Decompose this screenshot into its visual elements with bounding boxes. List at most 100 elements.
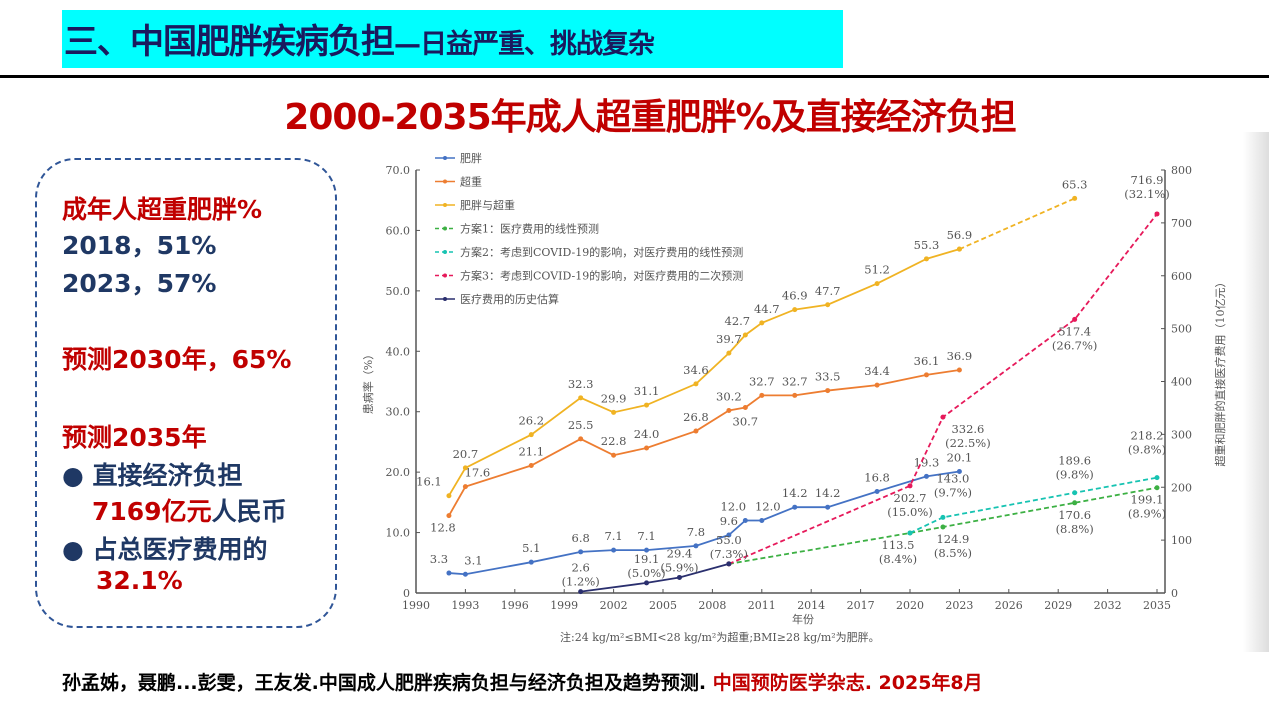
data-point bbox=[923, 256, 929, 262]
x-tick-label: 2002 bbox=[600, 599, 628, 612]
data-label: 29.9 bbox=[601, 391, 627, 405]
y-tick-label: 60.0 bbox=[386, 224, 411, 237]
data-point bbox=[528, 462, 534, 468]
data-point bbox=[446, 570, 452, 576]
y2-tick-label: 800 bbox=[1171, 164, 1192, 177]
burden-value: 7169亿元 bbox=[92, 497, 212, 526]
burden-unit: 人民币 bbox=[211, 497, 287, 526]
data-label: 21.1 bbox=[518, 444, 544, 458]
y-tick-label: 10.0 bbox=[386, 527, 411, 540]
data-label: 17.6 bbox=[465, 466, 491, 480]
x-tick-label: 2020 bbox=[896, 599, 924, 612]
data-point bbox=[940, 414, 946, 420]
summary-box bbox=[35, 158, 337, 628]
data-label: 36.1 bbox=[914, 354, 940, 368]
data-label: 113.5 (8.4%) bbox=[879, 538, 917, 566]
data-point bbox=[825, 302, 831, 308]
x-axis-title: 年份 bbox=[792, 612, 814, 626]
data-label: 19.3 bbox=[914, 455, 940, 469]
data-point bbox=[644, 547, 650, 553]
y2-tick-label: 100 bbox=[1171, 534, 1192, 547]
slide-title: 2000-2035年成人超重肥胖%及直接经济负担 bbox=[284, 97, 1016, 138]
data-label: 31.1 bbox=[634, 384, 660, 398]
x-tick-label: 2032 bbox=[1094, 599, 1122, 612]
data-point bbox=[528, 432, 534, 438]
y-tick-label: 0 bbox=[403, 587, 410, 600]
data-point bbox=[462, 465, 468, 471]
citation-journal: 中国预防医学杂志. 2025年8月 bbox=[712, 672, 983, 694]
data-label: 42.7 bbox=[725, 314, 751, 328]
y2-tick-label: 400 bbox=[1171, 376, 1192, 389]
bullet-icon: ● bbox=[62, 535, 84, 564]
bullet-share: ● 占总医疗费用的 bbox=[62, 530, 268, 566]
data-point bbox=[923, 372, 929, 378]
data-label: 9.6 bbox=[720, 514, 738, 528]
data-point bbox=[792, 392, 798, 398]
y-axis-title: 患病率（%） bbox=[361, 349, 375, 414]
series-line bbox=[448, 369, 960, 517]
data-label: 332.6 (22.5%) bbox=[945, 422, 991, 450]
data-label: 517.4 (26.7%) bbox=[1052, 324, 1098, 352]
data-point bbox=[1072, 490, 1078, 496]
data-label: 36.9 bbox=[947, 349, 973, 363]
data-point bbox=[792, 307, 798, 313]
data-label: 47.7 bbox=[815, 284, 841, 298]
y-tick-label: 20.0 bbox=[386, 466, 411, 479]
legend-label: 肥胖 bbox=[460, 152, 482, 165]
data-point bbox=[578, 395, 584, 401]
data-label: 3.3 bbox=[430, 552, 448, 566]
summary-2018: 2018，51% bbox=[62, 231, 217, 260]
data-label: 29.4 (5.9%) bbox=[660, 546, 698, 574]
data-label: 170.6 (8.8%) bbox=[1056, 508, 1094, 536]
data-point bbox=[940, 514, 946, 520]
data-point bbox=[644, 445, 650, 451]
data-point bbox=[462, 571, 468, 577]
x-tick-label: 2017 bbox=[847, 599, 875, 612]
data-point bbox=[693, 543, 699, 549]
section-title: 三、中国肥胖疾病负担—日益严重、挑战复杂 bbox=[64, 14, 655, 63]
data-point bbox=[956, 469, 962, 475]
x-tick-label: 1996 bbox=[501, 599, 529, 612]
bullet-icon: ● bbox=[62, 461, 84, 490]
series-line bbox=[909, 476, 1158, 534]
share-value: 32.1% bbox=[96, 566, 183, 595]
data-point bbox=[923, 473, 929, 479]
data-label: 5.1 bbox=[522, 541, 540, 555]
x-tick-label: 1990 bbox=[402, 599, 430, 612]
data-label: 30.2 bbox=[716, 390, 742, 404]
data-label: 7.8 bbox=[687, 525, 705, 539]
x-tick-label: 2035 bbox=[1143, 599, 1171, 612]
summary-heading: 成年人超重肥胖% bbox=[62, 195, 263, 224]
citation: 孙孟姊，聂鹏...彭雯，王友发.中国成人肥胖疾病负担与经济负担及趋势预测. 中国… bbox=[62, 668, 983, 695]
data-label: 218.2 (9.8%) bbox=[1128, 429, 1166, 457]
data-point bbox=[1072, 316, 1078, 322]
data-point bbox=[759, 517, 765, 523]
data-point bbox=[907, 530, 913, 536]
legend-marker bbox=[443, 297, 447, 301]
data-point bbox=[759, 320, 765, 326]
legend-marker bbox=[443, 226, 447, 231]
data-point bbox=[825, 504, 831, 510]
data-label: 51.2 bbox=[864, 263, 890, 277]
data-label: 22.8 bbox=[601, 434, 627, 448]
legend-label: 肥胖与超重 bbox=[460, 198, 515, 212]
section-title-main: 三、中国肥胖疾病负担 bbox=[64, 22, 395, 62]
x-tick-label: 2008 bbox=[698, 599, 726, 612]
x-tick-label: 2011 bbox=[748, 599, 776, 612]
data-point bbox=[792, 504, 798, 510]
data-label: 716.9 (32.1%) bbox=[1124, 173, 1170, 201]
data-label: 46.9 bbox=[782, 289, 808, 303]
data-label: 30.7 bbox=[733, 414, 759, 428]
data-point bbox=[611, 547, 617, 553]
data-point bbox=[644, 580, 650, 586]
data-label: 16.8 bbox=[864, 470, 890, 484]
data-point bbox=[611, 409, 617, 415]
data-point bbox=[742, 517, 748, 523]
x-tick-label: 2026 bbox=[995, 599, 1023, 612]
citation-authors: 孙孟姊，聂鹏...彭雯，王友发.中国成人肥胖疾病负担与经济负担及趋势预测. bbox=[62, 672, 707, 694]
chart-note: 注:24 kg/m²≤BMI<28 kg/m²为超重;BMI≥28 kg/m²为… bbox=[560, 630, 880, 644]
data-label: 2.6 (1.2%) bbox=[562, 561, 600, 589]
data-label: 55.0 (7.3%) bbox=[710, 533, 748, 561]
data-point bbox=[446, 493, 452, 499]
data-point bbox=[693, 381, 699, 387]
